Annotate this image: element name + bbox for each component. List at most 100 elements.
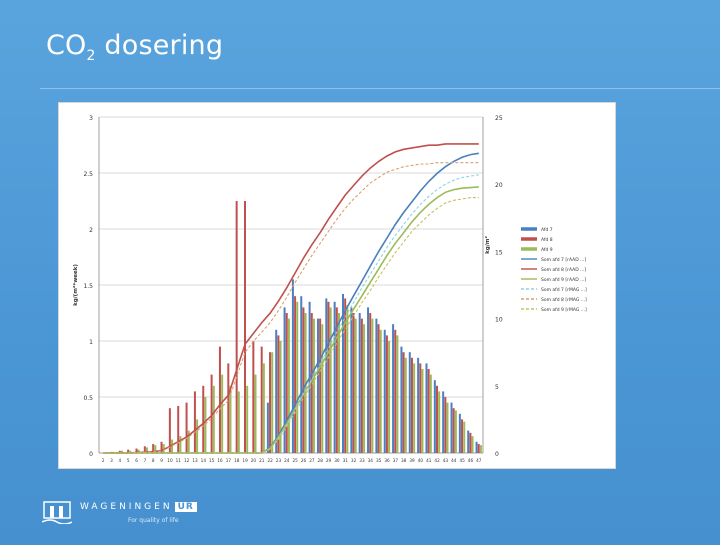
legend-label: Som afd 9 [rAAD ...] (541, 277, 586, 283)
bar (210, 374, 213, 453)
bar (287, 318, 290, 453)
legend-label: Afd 7 (541, 227, 553, 233)
x-tick-label: 33 (359, 458, 365, 463)
x-tick-label: 47 (476, 458, 482, 463)
chart-container: 0 0.5 1 1.5 2 2.5 3 0 5 10 15 20 25 kg/(m²*week) kg/m²… (58, 102, 616, 469)
bar (202, 385, 205, 453)
bar (171, 439, 174, 453)
x-tick-label: 5 (127, 458, 130, 463)
x-tick-label: 39 (409, 458, 415, 463)
bar (427, 369, 430, 453)
bar (283, 307, 286, 453)
bar (310, 313, 313, 453)
bar (377, 324, 380, 453)
bar (312, 318, 315, 453)
x-tick-label: 20 (251, 458, 257, 463)
x-tick-label: 14 (201, 458, 207, 463)
bar (254, 374, 257, 453)
bar (277, 335, 280, 453)
bar (212, 385, 215, 453)
bar (221, 374, 224, 453)
y-tick-label: 3 (89, 115, 93, 122)
bar (246, 385, 249, 453)
y-tick-label: 2.5 (83, 171, 93, 178)
x-tick-label: 18 (234, 458, 240, 463)
bar (304, 313, 307, 453)
x-tick-label: 32 (351, 458, 357, 463)
x-tick-label: 8 (152, 458, 155, 463)
x-tick-label: 22 (267, 458, 273, 463)
bar (471, 436, 474, 453)
x-tick-label: 43 (443, 458, 449, 463)
bar (335, 307, 338, 453)
bar (413, 363, 416, 453)
y2-tick-label: 10 (495, 317, 503, 324)
bar (421, 369, 424, 453)
y2-tick-label: 25 (495, 115, 503, 122)
x-tick-label: 4 (119, 458, 122, 463)
x-tick-label: 24 (284, 458, 290, 463)
x-tick-label: 30 (334, 458, 340, 463)
x-tick-label: 27 (309, 458, 315, 463)
x-tick-label: 10 (167, 458, 173, 463)
x-tick-label: 38 (401, 458, 407, 463)
bar (321, 324, 324, 453)
x-tick-label: 12 (184, 458, 190, 463)
bar (260, 346, 263, 453)
x-tick-label: 34 (368, 458, 374, 463)
bar (168, 408, 171, 453)
bar (438, 391, 441, 453)
x-tick-label: 23 (276, 458, 282, 463)
bar (450, 402, 453, 453)
bar (294, 296, 297, 453)
x-tick-label: 36 (384, 458, 390, 463)
bar (352, 313, 355, 453)
x-tick-label: 35 (376, 458, 382, 463)
bar (342, 293, 345, 453)
bar (137, 449, 140, 453)
x-tick-label: 31 (343, 458, 349, 463)
bar (394, 329, 397, 453)
bar (279, 341, 282, 453)
bar (446, 402, 449, 453)
x-tick-label: 3 (110, 458, 113, 463)
bar (143, 446, 146, 453)
y-axis-label: kg/(m²*week) (72, 264, 79, 306)
bar (479, 445, 482, 453)
bar (296, 301, 299, 453)
x-tick-label: 44 (451, 458, 457, 463)
x-tick-label: 40 (418, 458, 424, 463)
bar (185, 402, 188, 453)
bar (467, 430, 470, 453)
bar (135, 448, 138, 453)
bar (354, 318, 357, 453)
bar (371, 318, 374, 453)
series-line (103, 197, 479, 454)
bar (436, 385, 438, 453)
bar (275, 329, 278, 453)
wageningen-logo-icon (42, 501, 72, 524)
bar (244, 201, 246, 453)
bar (458, 413, 461, 453)
y2-axis-label: kg/m² (484, 236, 491, 254)
x-tick-label: 15 (209, 458, 215, 463)
bar (271, 352, 274, 453)
bar (388, 341, 391, 453)
bar (237, 391, 240, 453)
legend-label: Som afd 7 [rMAG ...] (541, 287, 587, 293)
x-tick-label: 46 (468, 458, 474, 463)
y2-tick-label: 20 (495, 182, 503, 189)
x-tick-label: 13 (192, 458, 198, 463)
bar (302, 307, 305, 453)
bar (429, 374, 432, 453)
co2-chart: 00.511.522.530510152025kg/(m²*week)kg/m²… (72, 115, 587, 463)
bar (442, 391, 445, 453)
bar (383, 329, 386, 453)
bar (463, 421, 466, 453)
bar (477, 444, 480, 453)
x-tick-label: 29 (326, 458, 332, 463)
title-divider (40, 88, 720, 89)
x-tick-label: 28 (318, 458, 324, 463)
bar (337, 313, 340, 453)
y-tick-label: 0 (89, 451, 93, 458)
